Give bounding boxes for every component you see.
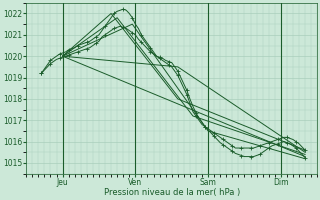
- X-axis label: Pression niveau de la mer( hPa ): Pression niveau de la mer( hPa ): [104, 188, 240, 197]
